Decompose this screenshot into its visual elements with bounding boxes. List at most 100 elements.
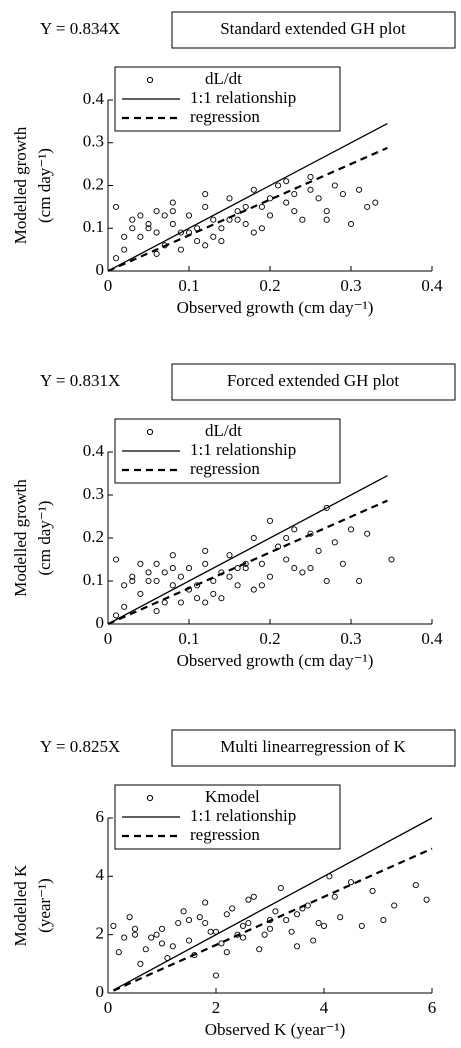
data-point [291,190,298,198]
data-point [180,908,187,915]
data-point [161,212,168,219]
y-axis-label: Modelled growth [11,126,30,244]
annotation: Y = 0.834X [40,19,120,38]
data-point [242,203,249,210]
data-point [258,560,265,567]
x-tick-label: 0.1 [178,629,199,648]
data-point [239,922,247,929]
data-point [161,569,168,576]
data-point [266,517,274,524]
data-point [307,186,314,193]
data-point [226,573,233,580]
data-point [185,212,193,219]
data-point [121,603,128,610]
data-point [258,203,265,210]
data-point [234,216,241,223]
data-point [169,220,176,228]
data-point [194,582,201,589]
data-point [356,186,363,193]
y-tick-label: 2 [96,924,105,943]
y-tick-label: 0.4 [83,89,105,108]
data-point [169,552,176,559]
data-point [126,914,133,921]
data-point [234,208,241,215]
data-point [113,255,120,262]
identity-line [107,122,388,272]
data-point [320,922,328,929]
x-axis-label: Observed growth (cm day⁻¹) [177,651,374,670]
x-tick-label: 0.1 [178,276,199,295]
data-point [207,928,214,935]
data-point [323,208,330,215]
data-point [315,547,322,554]
data-point [202,547,209,554]
data-point [358,922,365,929]
data-point [283,917,290,924]
data-point [266,212,274,219]
y-tick-label: 6 [96,807,105,826]
y-tick-label: 0.3 [83,132,104,151]
data-point [153,250,160,257]
data-point [323,504,330,511]
data-point [347,879,355,886]
data-point [169,199,176,206]
data-point [258,582,265,589]
legend-label: dL/dt [205,69,242,88]
chart-title: Forced extended GH plot [227,371,400,390]
x-tick-label: 0.2 [259,276,280,295]
data-point [158,925,166,932]
data-point [391,902,398,909]
data-point [226,195,233,202]
data-point [110,922,117,929]
data-point [277,884,284,892]
data-point [291,208,298,215]
data-point [153,560,160,567]
data-point [115,949,122,956]
data-point [323,577,330,585]
data-point [412,882,419,889]
data-point [299,569,306,576]
data-point [331,539,338,546]
data-point [137,560,144,567]
data-point [113,203,120,210]
data-point [218,940,225,947]
x-axis-label: Observed K (year⁻¹) [205,1020,346,1039]
data-point [137,590,144,597]
data-point [337,914,344,921]
data-point [423,896,430,903]
data-point [169,943,176,950]
x-tick-label: 6 [428,998,437,1017]
data-point [158,940,166,947]
data-point [347,526,355,533]
data-point [212,972,220,979]
data-point [283,556,290,563]
legend-label: regression [190,107,260,126]
regression-line [112,847,433,992]
data-point [137,233,144,240]
x-tick-label: 2 [212,998,221,1017]
data-point [293,911,301,918]
data-point [339,560,346,567]
data-point [153,208,160,215]
data-point [242,220,249,228]
data-point [331,893,338,900]
x-tick-label: 0 [104,629,113,648]
data-point [331,182,338,189]
data-point [169,582,176,589]
data-point [364,203,371,210]
x-tick-label: 0.4 [421,276,443,295]
data-point [307,173,314,180]
data-point [310,937,317,944]
data-point [169,208,176,215]
x-tick-label: 0 [104,276,113,295]
annotation: Y = 0.825X [40,737,120,756]
title-box [171,729,456,767]
data-point [266,925,274,932]
data-point [388,556,395,563]
regression-line [107,146,388,273]
data-point [275,182,282,189]
data-point [121,582,128,589]
data-point [266,195,274,202]
data-point [245,896,252,903]
